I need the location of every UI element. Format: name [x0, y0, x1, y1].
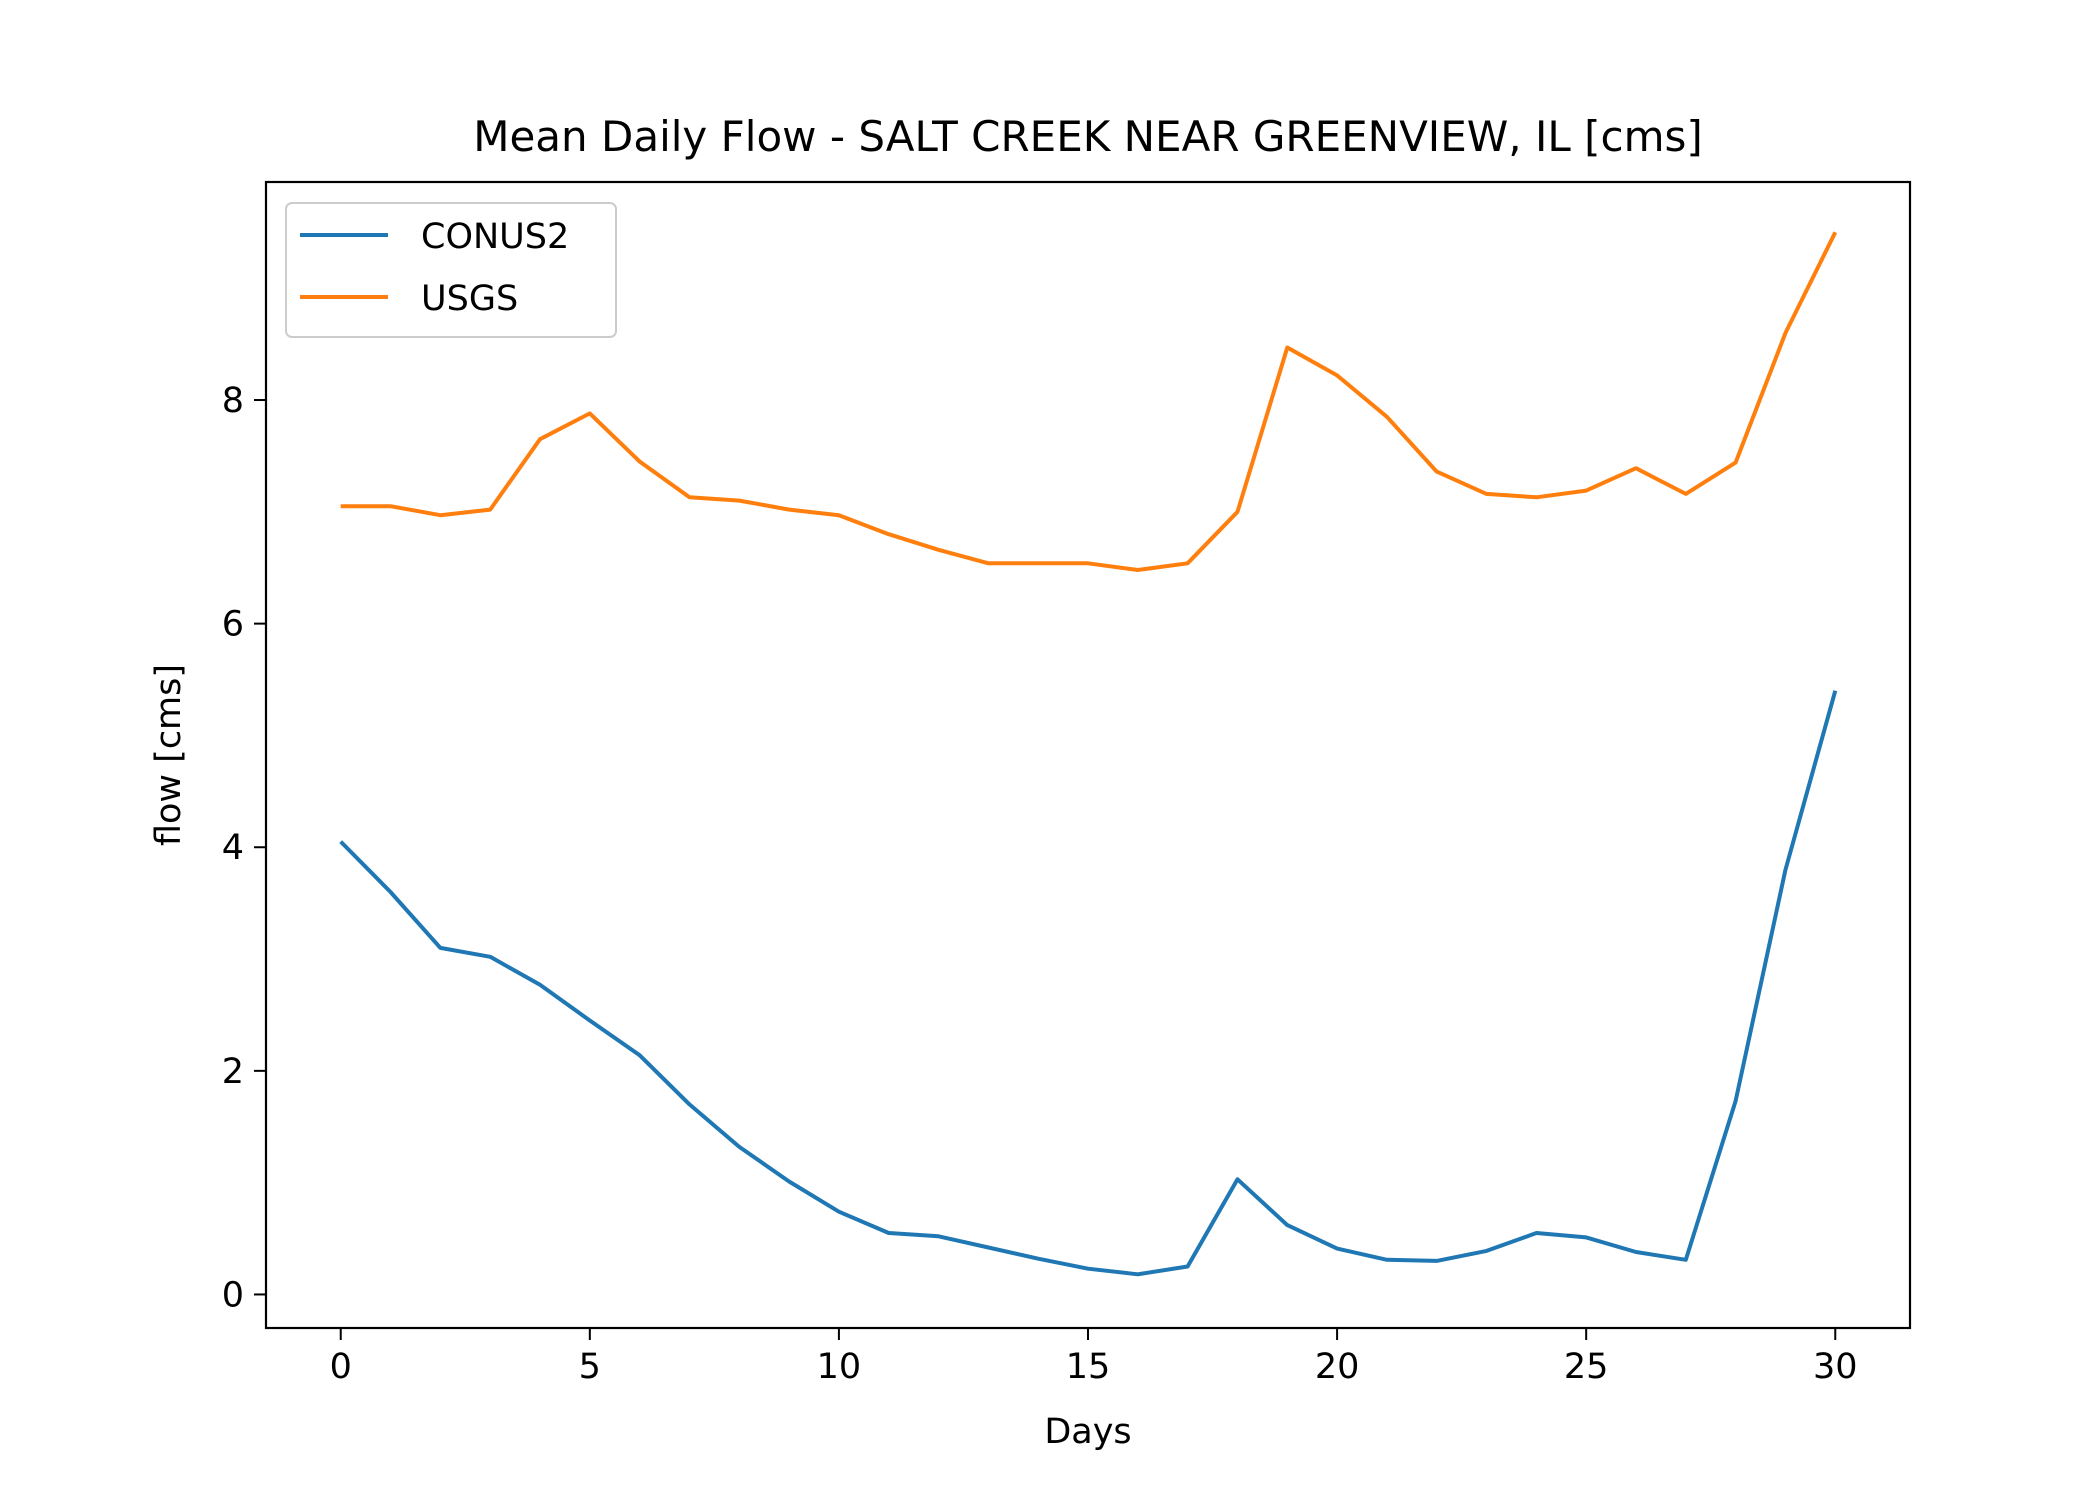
- x-tick-label: 25: [1564, 1347, 1609, 1387]
- x-tick-label: 10: [817, 1347, 862, 1387]
- y-tick-label: 0: [222, 1275, 244, 1315]
- legend-label-usgs: USGS: [421, 279, 518, 319]
- x-tick-label: 5: [579, 1347, 601, 1387]
- x-axis-label: Days: [1044, 1412, 1131, 1452]
- y-tick-label: 2: [222, 1052, 244, 1092]
- series-layer: [339, 231, 1838, 1277]
- x-tick-label: 15: [1066, 1347, 1111, 1387]
- legend: CONUS2 USGS: [285, 202, 617, 338]
- series-line-usgs: [340, 231, 1838, 572]
- y-tick-label: 6: [222, 605, 244, 645]
- x-tick-label: 0: [330, 1347, 352, 1387]
- x-tick-label: 30: [1813, 1347, 1858, 1387]
- legend-label-conus2: CONUS2: [421, 217, 569, 257]
- y-axis-label: flow [cms]: [149, 664, 189, 846]
- y-tick-label: 4: [222, 828, 244, 868]
- chart-title: Mean Daily Flow - SALT CREEK NEAR GREENV…: [473, 112, 1703, 161]
- series-line-conus2: [339, 690, 1838, 1277]
- ticks-layer: 0 5 10 15 20 25 30 0 2 4 6 8: [222, 381, 1858, 1387]
- plot-area-frame: [264, 180, 1912, 1330]
- y-tick-label: 8: [222, 381, 244, 421]
- x-tick-label: 20: [1315, 1347, 1360, 1387]
